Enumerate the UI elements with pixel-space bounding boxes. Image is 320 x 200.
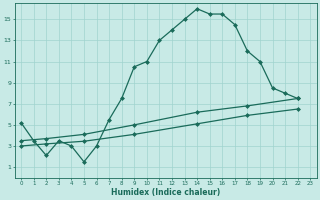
X-axis label: Humidex (Indice chaleur): Humidex (Indice chaleur)	[111, 188, 220, 197]
